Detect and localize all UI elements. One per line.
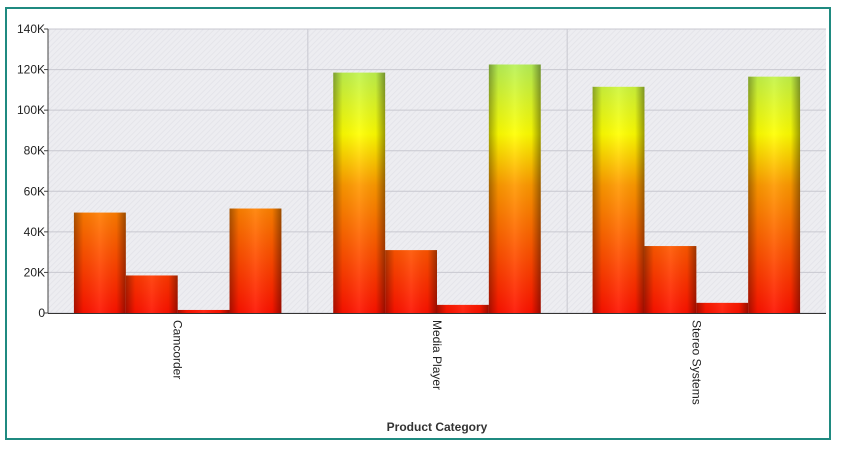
y-tick-label: 20K xyxy=(24,265,45,279)
y-tick-label: 100K xyxy=(17,103,45,117)
y-tick-labels: 0 20K 40K 60K 80K 100K 120K 140K xyxy=(17,22,48,320)
y-tick-label: 40K xyxy=(24,225,45,239)
y-tick-label: 80K xyxy=(24,144,45,158)
y-tick-label: 60K xyxy=(24,184,45,198)
x-category-label: Media Player xyxy=(430,320,444,390)
bar-shading xyxy=(73,212,126,313)
axes xyxy=(47,29,826,314)
bar-shading xyxy=(177,309,230,313)
gridlines xyxy=(48,28,826,314)
bar-shading xyxy=(696,302,749,313)
y-tick-label: 0 xyxy=(38,306,45,320)
bar-shading xyxy=(592,86,645,313)
bar-shading xyxy=(644,246,697,313)
x-axis-title: Product Category xyxy=(387,420,488,434)
bar-shading xyxy=(125,275,178,313)
bar-shading xyxy=(437,304,489,313)
bar-shading xyxy=(488,64,541,313)
y-tick-label: 140K xyxy=(17,22,45,36)
x-category-label: Camcorder xyxy=(171,320,185,379)
bar-shading xyxy=(748,76,801,314)
bar-shading xyxy=(385,250,437,313)
bar-shading xyxy=(333,72,386,313)
y-tick-label: 120K xyxy=(17,63,45,77)
bars xyxy=(73,64,801,314)
bar-shading xyxy=(229,208,282,313)
x-category-labels: Camcorder Media Player Stereo Systems xyxy=(171,320,704,405)
x-category-label: Stereo Systems xyxy=(689,320,703,405)
